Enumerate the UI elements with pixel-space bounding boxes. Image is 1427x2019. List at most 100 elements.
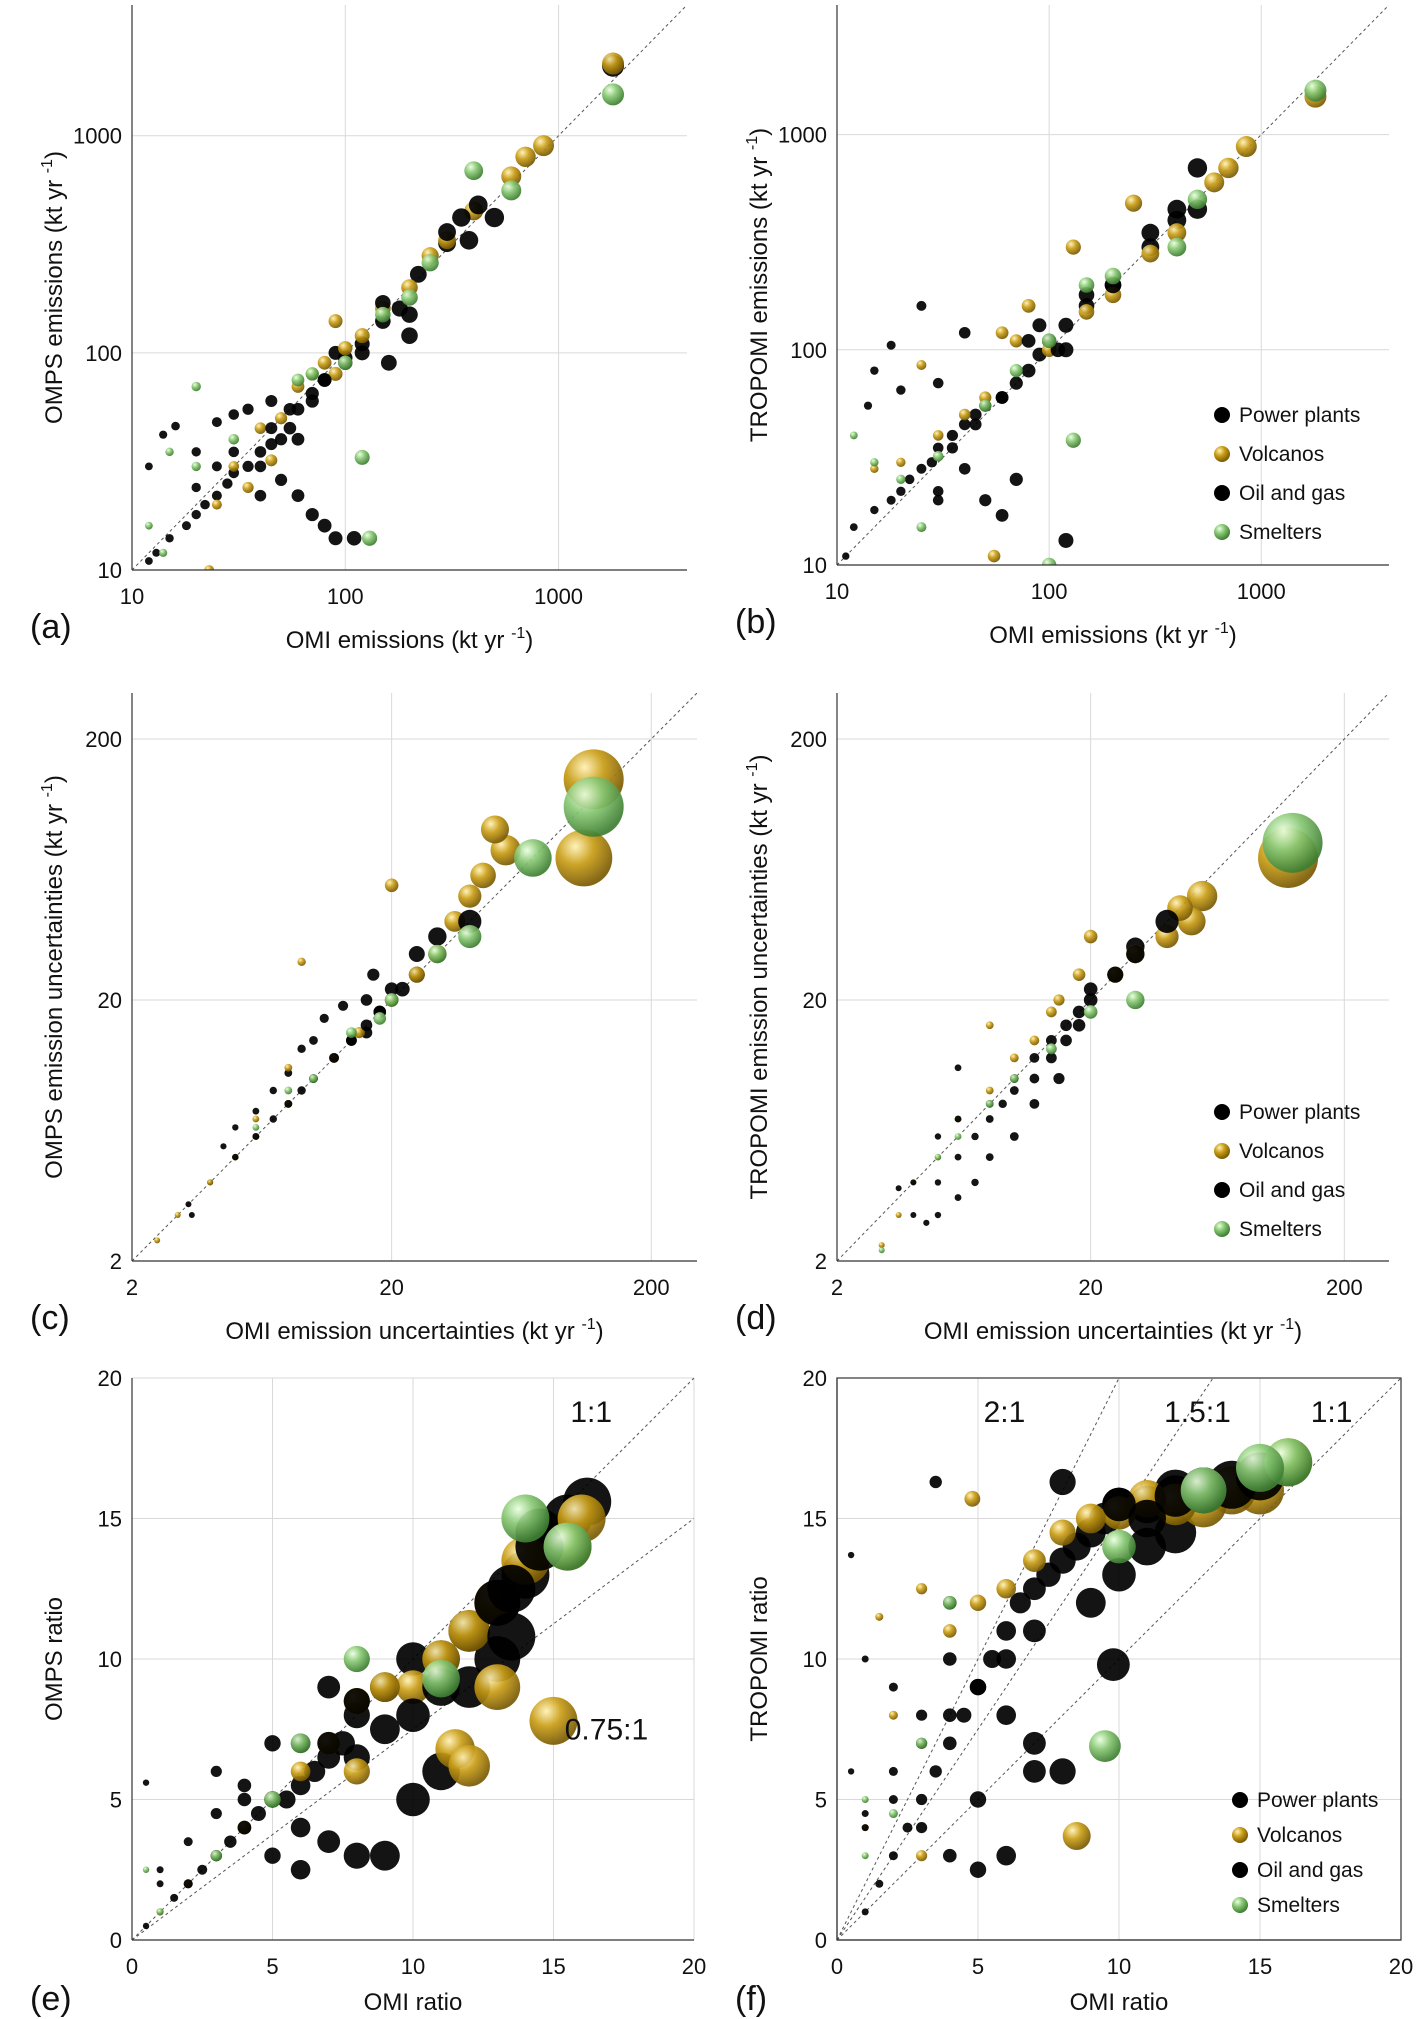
point-volcanos	[932, 430, 944, 441]
point-power-plants	[985, 1115, 994, 1123]
point-volcanos	[987, 549, 1001, 563]
point-power-plants	[969, 408, 982, 421]
point-volcanos	[211, 499, 222, 510]
points-layer	[847, 1438, 1313, 1916]
point-smelters	[888, 1809, 898, 1819]
y-tick-label: 100	[790, 338, 827, 363]
point-oil-and-gas	[1107, 966, 1124, 983]
point-power-plants	[265, 438, 278, 451]
point-smelters	[165, 447, 174, 457]
y-tick-label: 2	[110, 1249, 122, 1274]
legend-swatch-smelters	[1214, 1221, 1230, 1237]
point-power-plants	[956, 1707, 972, 1723]
point-smelters	[1262, 812, 1323, 873]
point-oil-and-gas	[1141, 223, 1160, 242]
point-power-plants	[290, 1775, 311, 1796]
point-volcanos	[1009, 1053, 1019, 1063]
point-volcanos	[408, 966, 425, 983]
x-axis-label: OMI emission uncertainties (kt yr -1)	[924, 1316, 1302, 1345]
point-volcanos	[1049, 1519, 1076, 1546]
point-oil-and-gas	[861, 1810, 869, 1818]
point-oil-and-gas	[969, 1678, 987, 1696]
point-oil-and-gas	[142, 1779, 150, 1786]
point-volcanos	[343, 1758, 370, 1785]
y-tick-label: 100	[85, 341, 122, 366]
x-axis-label: OMI ratio	[1070, 1989, 1169, 2016]
panel-label: (d)	[735, 1299, 777, 1337]
point-smelters	[1126, 990, 1145, 1010]
legend-label-oil-and-gas: Oil and gas	[1257, 1859, 1363, 1882]
point-power-plants	[309, 1036, 318, 1045]
point-oil-and-gas	[1083, 982, 1098, 996]
point-power-plants	[916, 1793, 928, 1806]
y-tick-label: 10	[803, 553, 827, 578]
y-tick-label: 20	[803, 988, 827, 1013]
point-smelters	[1078, 277, 1095, 293]
y-tick-label: 10	[98, 558, 122, 583]
point-power-plants	[317, 1675, 341, 1699]
point-smelters	[514, 839, 552, 877]
point-oil-and-gas	[847, 1551, 855, 1559]
legend-label-oil-and-gas: Oil and gas	[1239, 482, 1345, 505]
points-layer	[154, 749, 624, 1244]
point-oil-and-gas	[343, 1688, 370, 1715]
x-axis-label: OMI emission uncertainties (kt yr -1)	[225, 1316, 603, 1345]
panel-f: 0 5 10 15 20 0 5 10 15 20 2:1 1.5:1 1:1 OMI ratio TROP…	[735, 1366, 1413, 2018]
legend-label-volcanos: Volcanos	[1239, 1140, 1324, 1163]
point-smelters	[290, 1733, 311, 1754]
point-oil-and-gas	[487, 1612, 536, 1661]
y-tick-label: 1000	[73, 124, 122, 149]
point-oil-and-gas	[1128, 1499, 1166, 1538]
point-smelters	[1089, 1730, 1121, 1763]
point-power-plants	[971, 1132, 979, 1141]
point-oil-and-gas	[1050, 342, 1066, 358]
point-smelters	[954, 1133, 962, 1140]
y-tick-label: 0	[815, 1928, 827, 1953]
point-oil-and-gas	[354, 345, 370, 361]
panel-label: (b)	[735, 603, 777, 641]
point-oil-and-gas	[1187, 158, 1208, 178]
point-smelters	[1187, 189, 1208, 210]
x-tick-label: 1000	[1237, 579, 1286, 604]
point-smelters	[1009, 1074, 1019, 1083]
point-power-plants	[252, 1107, 260, 1115]
point-smelters	[421, 254, 439, 272]
legend-swatch-oil-and-gas	[1232, 1862, 1248, 1878]
panel-c: 2 20 200 2 20 200 OMI emission uncertainties (…	[30, 693, 697, 1345]
points-layer	[842, 79, 1327, 565]
point-power-plants	[228, 409, 240, 420]
point-smelters	[1102, 1529, 1136, 1564]
point-power-plants	[1009, 1592, 1031, 1614]
points-layer	[142, 1477, 612, 1930]
y-tick-label: 5	[815, 1788, 827, 1813]
ratio-label: 0.75:1	[565, 1714, 648, 1747]
point-oil-and-gas	[183, 1879, 193, 1889]
legend-swatch-power-plants	[1214, 407, 1230, 423]
point-power-plants	[222, 478, 233, 489]
point-volcanos	[985, 1021, 994, 1030]
point-oil-and-gas	[156, 1880, 164, 1888]
point-power-plants	[1102, 1557, 1136, 1592]
point-power-plants	[923, 1219, 930, 1226]
x-tick-label: 20	[1389, 1954, 1413, 1979]
point-power-plants	[254, 446, 267, 458]
point-volcanos	[964, 1490, 981, 1507]
panel-d: 2 20 200 2 20 200 OMI emission uncertainties (…	[735, 693, 1389, 1345]
point-smelters	[985, 1099, 994, 1108]
point-oil-and-gas	[1096, 1648, 1130, 1682]
point-volcanos	[174, 1212, 181, 1219]
point-power-plants	[902, 1822, 913, 1833]
legend-label-volcanos: Volcanos	[1257, 1824, 1342, 1847]
x-tick-label: 200	[633, 1275, 670, 1300]
point-volcanos	[529, 1696, 578, 1745]
point-oil-and-gas	[1058, 532, 1074, 548]
y-tick-label: 10	[803, 1647, 827, 1672]
point-power-plants	[998, 1099, 1007, 1109]
point-power-plants	[929, 1765, 942, 1778]
point-power-plants	[395, 981, 410, 997]
y-tick-label: 20	[98, 988, 122, 1013]
point-volcanos	[1009, 334, 1023, 348]
point-volcanos	[555, 829, 613, 887]
point-volcanos	[1083, 929, 1098, 944]
